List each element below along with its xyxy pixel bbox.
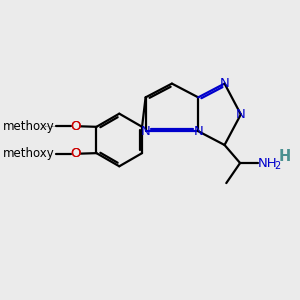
Text: N: N: [141, 125, 151, 138]
Text: O: O: [71, 120, 81, 133]
Text: N: N: [194, 125, 203, 138]
Text: O: O: [71, 147, 81, 160]
Text: N: N: [236, 108, 246, 121]
Text: NH: NH: [258, 157, 278, 169]
Text: methoxy: methoxy: [3, 120, 54, 133]
Text: methoxy: methoxy: [3, 147, 54, 160]
Text: N: N: [220, 77, 230, 90]
Text: methoxy: methoxy: [52, 126, 58, 127]
Text: O: O: [71, 120, 81, 133]
Text: 2: 2: [274, 161, 280, 171]
Text: H: H: [278, 148, 291, 164]
Text: methoxy: methoxy: [45, 126, 52, 127]
Text: O: O: [71, 147, 81, 160]
